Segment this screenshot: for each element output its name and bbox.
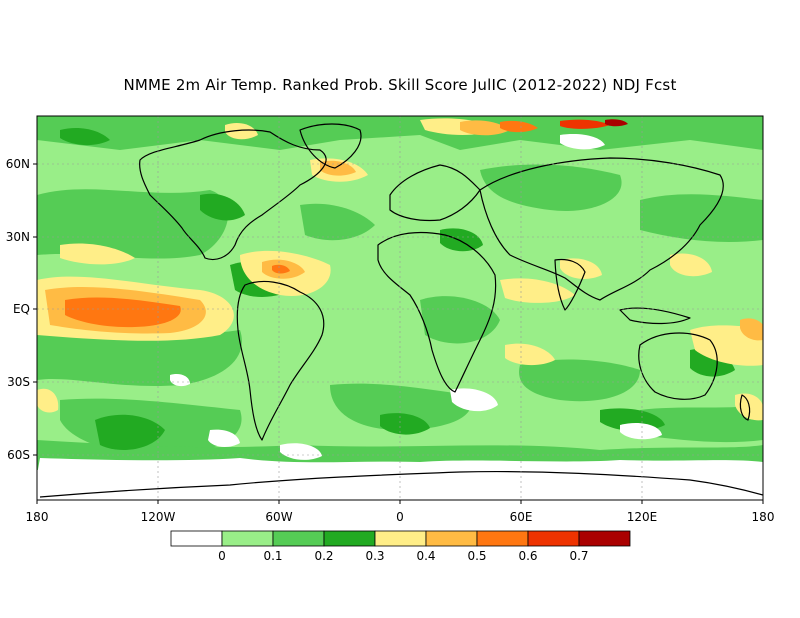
legend-label: 0.6 — [518, 549, 537, 563]
x-tick-label: 180 — [26, 510, 49, 524]
legend-label: 0.3 — [365, 549, 384, 563]
x-tick-label: 0 — [396, 510, 404, 524]
coastline-indonesia — [619, 307, 691, 325]
legend-label: 0 — [218, 549, 226, 563]
legend-swatch — [221, 530, 274, 547]
y-tick-label: 60S — [7, 448, 30, 462]
map-title: NMME 2m Air Temp. Ranked Prob. Skill Sco… — [123, 76, 677, 94]
legend-label: 0.2 — [314, 549, 333, 563]
coastline-asia — [479, 157, 724, 301]
coastline-africa — [377, 231, 497, 393]
x-tick-label: 120E — [627, 510, 658, 524]
legend-swatch — [323, 530, 376, 547]
y-tick-label: 30S — [7, 375, 30, 389]
legend-swatch — [578, 530, 631, 547]
x-tick-label: 60W — [265, 510, 292, 524]
legend-swatch — [170, 530, 223, 547]
coastline-antarctica — [39, 470, 763, 498]
graticule — [37, 116, 763, 500]
coastline-greenland — [299, 123, 362, 169]
legend-swatch — [476, 530, 529, 547]
field-class-0.5-0.6 — [65, 120, 538, 328]
coastline-north-america — [139, 129, 327, 261]
field-class-0.7-plus — [605, 119, 628, 127]
coastlines — [39, 123, 763, 498]
legend-label: 0.4 — [416, 549, 435, 563]
y-axis: 60N 30N EQ 30S 60S — [6, 157, 37, 462]
legend-swatch — [272, 530, 325, 547]
field-class-0.6-0.7 — [560, 119, 610, 129]
legend-swatch — [425, 530, 478, 547]
legend-swatch — [527, 530, 580, 547]
y-tick-label: 60N — [6, 157, 30, 171]
legend-swatch — [374, 530, 427, 547]
coastline-new-zealand — [739, 394, 751, 421]
legend-label: 0.5 — [467, 549, 486, 563]
x-axis: 180 120W 60W 0 60E 120E 180 — [26, 500, 775, 524]
coastline-south-america — [236, 280, 325, 441]
legend-label: 0.7 — [569, 549, 588, 563]
y-tick-label: 30N — [6, 230, 30, 244]
y-tick-label: EQ — [13, 302, 30, 316]
x-tick-label: 120W — [141, 510, 176, 524]
legend-label: 0.1 — [263, 549, 282, 563]
x-tick-label: 180 — [752, 510, 775, 524]
x-tick-label: 60E — [510, 510, 533, 524]
skill-field — [37, 116, 763, 500]
color-legend: 0 0.1 0.2 0.3 0.4 0.5 0.6 0.7 — [170, 530, 631, 563]
coastline-australia — [638, 332, 718, 400]
coastline-india — [554, 258, 586, 311]
